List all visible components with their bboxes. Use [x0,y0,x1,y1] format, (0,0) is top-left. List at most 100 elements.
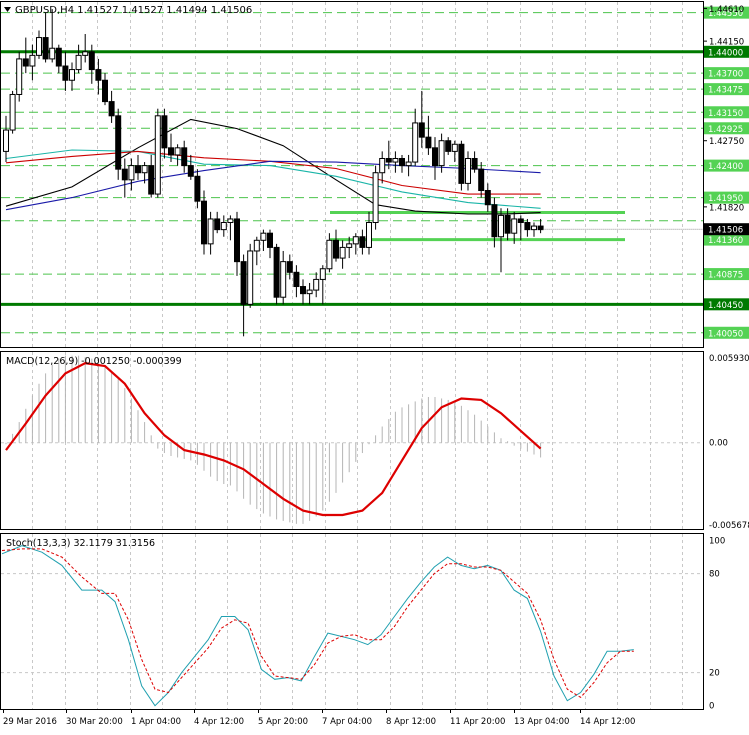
candle-body [253,239,260,252]
candle-body [280,261,287,298]
candle-body [313,278,320,291]
level-tag [704,268,749,281]
candle-body [366,222,372,248]
moving-average-teal [5,149,541,209]
candle-body [148,165,155,195]
candle-body [161,115,168,149]
candle-body [405,161,412,167]
candle-body [154,115,161,195]
time-tick-label: 30 Mar 20:00 [66,717,123,727]
level-tag-text: 1.44000 [708,48,743,58]
level-tag-text: 1.42400 [708,162,743,172]
time-tick-label: 7 Apr 04:00 [322,717,372,727]
time-tick-label: 29 Mar 2016 [3,717,57,727]
candle-body [412,122,419,163]
candle-body [88,51,95,71]
candle-body [168,147,174,156]
candle-body [247,250,254,305]
candle-body [267,232,273,248]
price-tick-label: 1.44150 [709,38,744,48]
level-tag-text: 1.43700 [708,70,743,80]
candle-body [22,58,29,67]
current-price-tag [704,223,749,236]
candle-body [62,65,69,81]
stoch-grid [1,534,703,709]
macd-grid [1,352,703,529]
candle-body [372,172,379,224]
time-tick-label: 11 Apr 20:00 [450,717,505,727]
candle-body [69,69,75,81]
candle-body [511,218,518,234]
candle-body [220,222,227,231]
candlesticks [3,9,544,337]
candle-body [174,147,181,156]
level-tag [704,83,749,96]
macd-signal-line [5,361,542,517]
level-tag-text: 1.40875 [708,271,743,281]
candle-body [478,168,485,192]
candle-body [207,218,214,245]
candle-body [121,168,128,181]
candle-body [135,165,141,174]
level-tag [704,191,749,204]
candle-body [458,143,465,184]
stoch-main-line [1,545,634,707]
candle-body [537,225,544,231]
macd-title: MACD(12,26,9) -0.001250 -0.000399 [6,356,182,367]
candle-body [399,157,405,167]
candle-body [392,157,399,163]
candle-body [346,243,353,248]
candle-body [286,261,293,273]
candle-body [293,271,300,288]
time-axis: 29 Mar 2016 30 Mar 20:00 1 Apr 04:00 4 Apr … [3,709,635,727]
price-axis: 1.44000 1.40450 1.41360 1.44550 1.43700 1.434… [542,5,749,339]
candle-body [471,157,478,170]
candle-body [141,165,148,174]
candle-body [194,175,201,202]
stoch-axis-label: 20 [709,669,720,679]
candle-body [115,115,122,170]
level-tag [704,45,749,58]
moving-average-blue [5,160,541,211]
candle-body [484,190,491,206]
stoch-axis-label: 100 [709,537,725,547]
time-tick-label: 1 Apr 04:00 [131,717,181,727]
candle-body [82,51,89,56]
time-tick-label: 14 Apr 12:00 [580,717,635,727]
candle-body [524,222,531,231]
candle-body [339,246,346,259]
candle-body [432,147,438,167]
time-tick-label: 13 Apr 04:00 [514,717,569,727]
candle-body [9,93,16,131]
level-tag-text: 1.43150 [708,109,743,119]
candle-body [438,140,445,167]
candle-body [498,214,504,238]
stoch-axis-label: 80 [709,570,720,580]
candle-body [273,246,280,298]
candle-body [227,218,234,224]
candle-body [352,236,359,245]
candle-body [465,157,471,184]
triangle-down-icon[interactable] [4,7,11,12]
candle-body [3,129,9,152]
level-tag-text: 1.42925 [708,125,743,135]
candle-body [49,47,56,60]
candle-body [240,261,247,305]
level-tag-text: 1.43475 [708,86,743,96]
candle-body [102,79,108,103]
macd-indicator [5,355,542,524]
candle-body [445,140,452,152]
candle-body [42,37,49,60]
level-tag-text: 1.44550 [708,9,743,19]
candle-body [29,54,36,67]
candle-body [128,165,135,181]
candle-body [187,165,194,177]
level-tag-text: 1.40450 [708,301,743,311]
price-tick-label: 1.42750 [709,137,744,147]
candle-body [201,200,207,245]
chart-title: GBPUSD,H4 1.41527 1.41527 1.41494 1.4150… [15,5,252,16]
candle-body [379,157,386,174]
candle-body [504,214,511,234]
stoch-title: Stoch(13,3,3) 32.1179 31.3156 [6,538,155,549]
